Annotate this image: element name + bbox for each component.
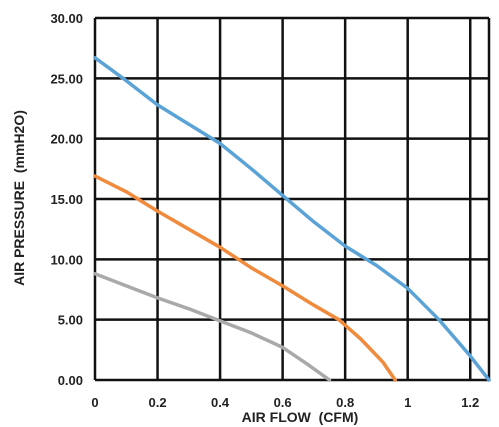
x-tick-label: 1: [404, 395, 411, 410]
x-tick-label: 0.8: [336, 395, 354, 410]
y-tick-labels: 0.00 5.00 10.00 15.00 20.00 25.00 30.00: [50, 11, 83, 388]
y-tick-label: 15.00: [50, 192, 83, 207]
y-tick-label: 25.00: [50, 71, 83, 86]
y-tick-label: 20.00: [50, 132, 83, 147]
y-tick-label: 10.00: [50, 252, 83, 267]
x-tick-label: 0.4: [211, 395, 230, 410]
series-lines: [93, 56, 491, 382]
x-tick-label: 1.2: [461, 395, 479, 410]
series-line-1: [93, 56, 491, 382]
y-tick-label: 5.00: [58, 313, 83, 328]
x-axis-label: AIR FLOW (CFM): [242, 409, 359, 425]
x-tick-labels: 0 0.2 0.4 0.6 0.8 1 1.2: [91, 395, 479, 410]
y-tick-label: 30.00: [50, 11, 83, 26]
y-axis-label: AIR PRESSURE (mmH2O): [11, 110, 27, 286]
series-line-2: [93, 174, 397, 382]
grid: [93, 16, 491, 382]
x-tick-label: 0.2: [149, 395, 167, 410]
x-tick-label: 0: [91, 395, 98, 410]
y-tick-label: 0.00: [58, 373, 83, 388]
series-line-3: [93, 272, 332, 382]
x-tick-label: 0.6: [274, 395, 292, 410]
